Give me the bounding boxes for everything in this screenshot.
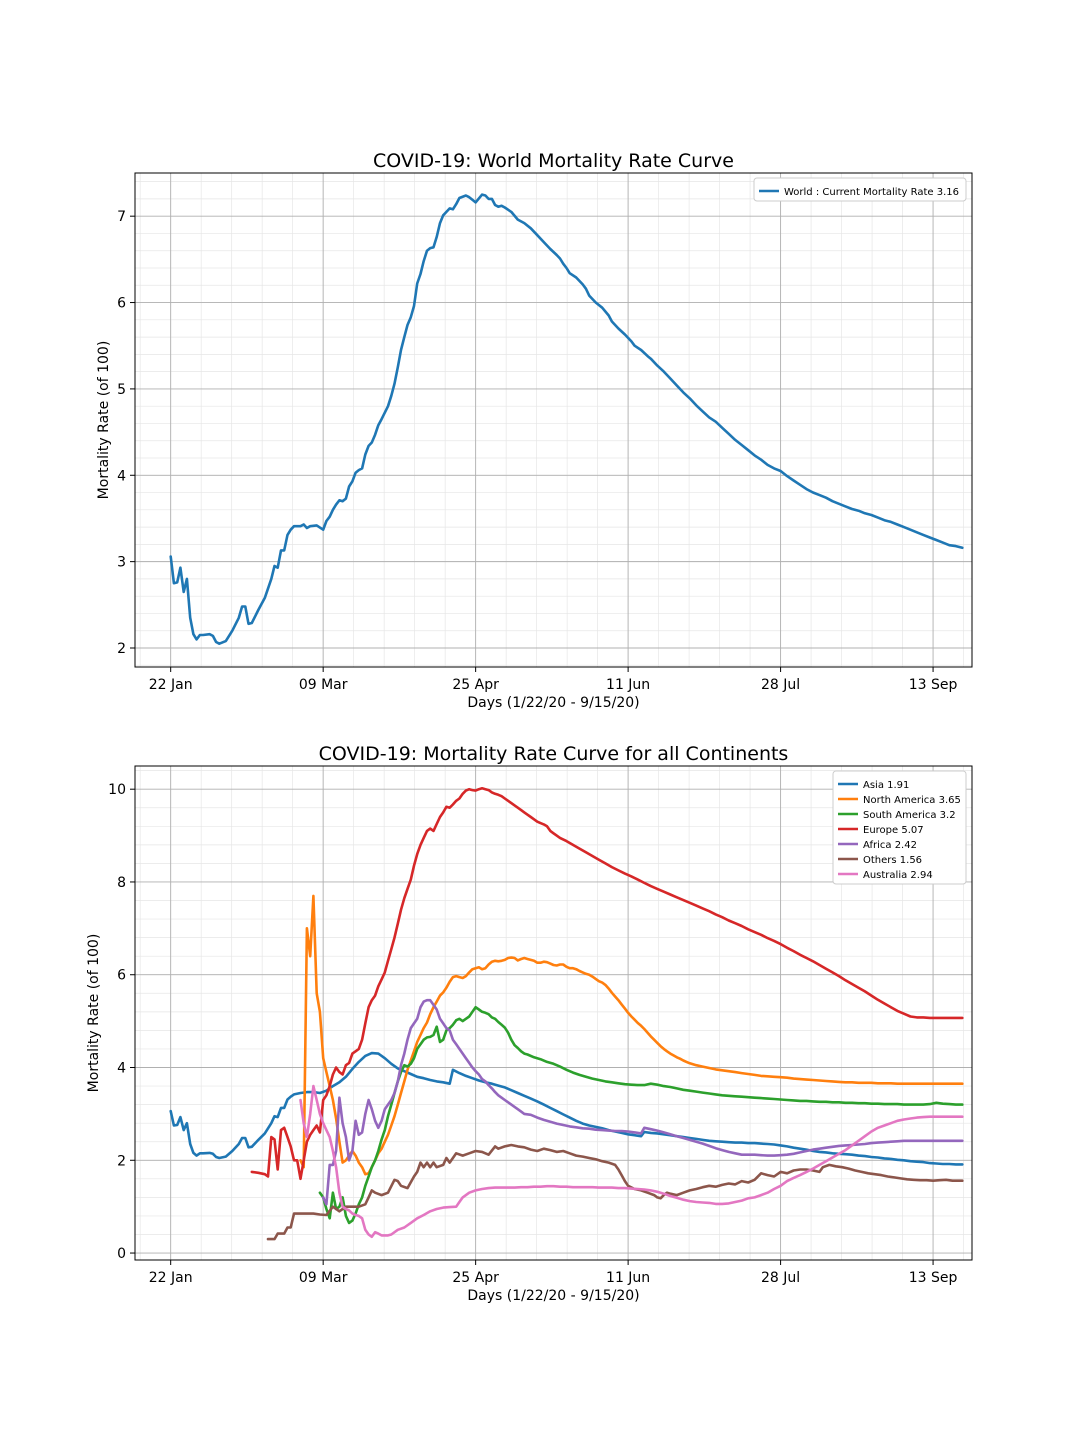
legend-label: Asia 1.91 [863,780,909,791]
series-group [169,193,964,645]
y-tick-label: 8 [117,875,126,891]
series-line [299,1084,964,1239]
y-tick-label: 7 [117,209,126,225]
legend-label: Africa 2.42 [863,840,917,851]
legend: World : Current Mortality Rate 3.16 [753,177,967,202]
major-grid [135,173,972,667]
series-line [266,1143,964,1241]
legend-label: South America 3.2 [863,810,956,821]
series-group [169,787,964,1241]
legend-label: Europe 5.07 [863,825,924,836]
y-axis-label: Mortality Rate (of 100) [86,934,102,1093]
plot-area [135,173,972,667]
legend: Asia 1.91 North America 3.65 South America… [832,770,967,885]
y-tick-label: 10 [108,782,126,798]
major-grid [135,766,972,1260]
x-tick-label: 28 Jul [761,677,800,693]
series-line [299,894,964,1176]
series-line [169,193,964,645]
x-tick-label: 11 Jun [606,677,650,693]
x-axis-label: Days (1/22/20 - 9/15/20) [467,1288,639,1304]
series-line [169,1051,964,1166]
continents-mortality-chart: 22 Jan 09 Mar 25 Apr 11 Jun 28 Jul 13 Sep 0 2 4 6… [86,743,973,1304]
chart-title: COVID-19: Mortality Rate Curve for all C… [319,743,789,765]
x-tick-label: 13 Sep [909,677,958,693]
series-line [318,1005,964,1225]
legend-label: Australia 2.94 [863,870,933,881]
y-axis-label: Mortality Rate (of 100) [96,341,112,500]
legend-frame [832,770,967,885]
x-tick-label: 25 Apr [452,1270,499,1286]
legend-label: Others 1.56 [863,855,922,866]
y-tick-label: 3 [117,555,126,571]
y-tick-label: 6 [117,296,126,312]
y-tick-label: 2 [117,1153,126,1169]
y-tick-label: 5 [117,382,126,398]
y-tick-label: 6 [117,968,126,984]
legend-label: World : Current Mortality Rate 3.16 [784,187,959,198]
y-tick-label: 4 [117,468,126,484]
x-tick-label: 22 Jan [149,677,193,693]
plot-frame [134,765,973,1261]
x-tick-label: 09 Mar [299,1270,348,1286]
series-line [321,998,964,1206]
plot-frame [134,172,973,668]
x-tick-label: 13 Sep [909,1270,958,1286]
y-tick-label: 4 [117,1061,126,1077]
chart-title: COVID-19: World Mortality Rate Curve [373,150,734,172]
legend-frame [753,177,967,202]
x-tick-label: 25 Apr [452,677,499,693]
x-tick-label: 11 Jun [606,1270,650,1286]
y-tick-label: 2 [117,641,126,657]
x-tick-label: 28 Jul [761,1270,800,1286]
x-axis-label: Days (1/22/20 - 9/15/20) [467,695,639,711]
world-mortality-chart: 22 Jan 09 Mar 25 Apr 11 Jun 28 Jul 13 Sep 2 3 4 5… [96,150,973,711]
y-tick-label: 0 [117,1246,126,1262]
x-tick-label: 22 Jan [149,1270,193,1286]
series-line [250,787,964,1181]
x-tick-label: 09 Mar [299,677,348,693]
legend-label: North America 3.65 [863,795,961,806]
